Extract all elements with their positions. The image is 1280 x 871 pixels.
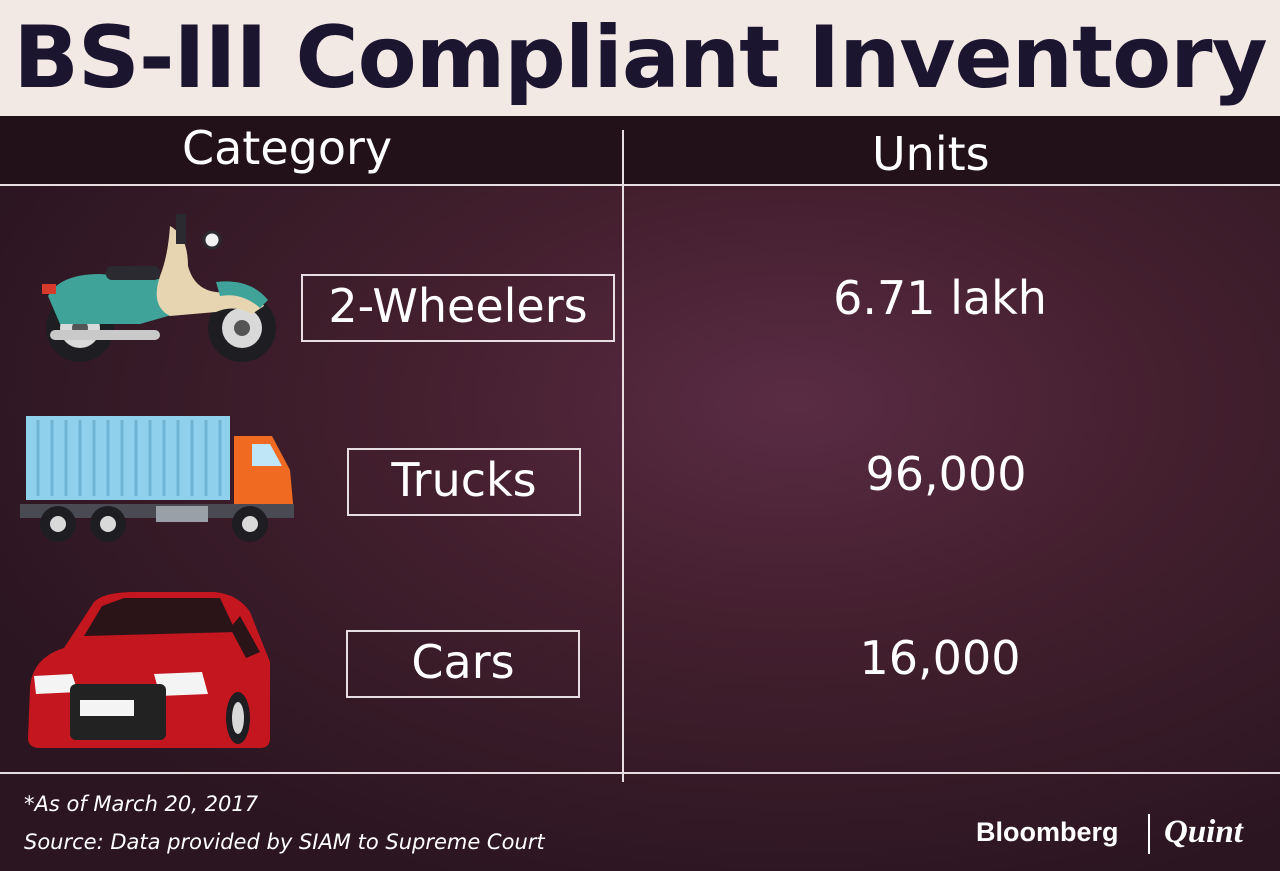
category-label-2-wheelers: 2-Wheelers [301, 274, 615, 342]
units-value-cars: 16,000 [859, 631, 1021, 685]
page-title: BS-III Compliant Inventory [13, 8, 1267, 108]
car-icon [28, 592, 270, 748]
column-header-units: Units [872, 127, 990, 181]
motorcycle-icon [42, 214, 276, 362]
column-divider [622, 130, 624, 782]
header-divider [0, 184, 1280, 186]
table-header-row [0, 116, 1280, 185]
footnote-date: *As of March 20, 2017 [24, 792, 259, 816]
title-bar [0, 0, 1280, 116]
category-label-trucks: Trucks [347, 448, 581, 516]
column-header-category: Category [182, 121, 393, 175]
source-note: Source: Data provided by SIAM to Supreme… [24, 830, 545, 854]
brand-logo-bloomberg: Bloomberg [976, 817, 1119, 847]
brand-logo-quint: Quint [1164, 814, 1243, 850]
category-label-cars: Cars [346, 630, 580, 698]
brand-separator [1148, 814, 1150, 854]
footer-divider [0, 772, 1280, 774]
units-value-2-wheelers: 6.71 lakh [833, 271, 1047, 325]
truck-icon [20, 416, 294, 542]
units-value-trucks: 96,000 [865, 447, 1027, 501]
